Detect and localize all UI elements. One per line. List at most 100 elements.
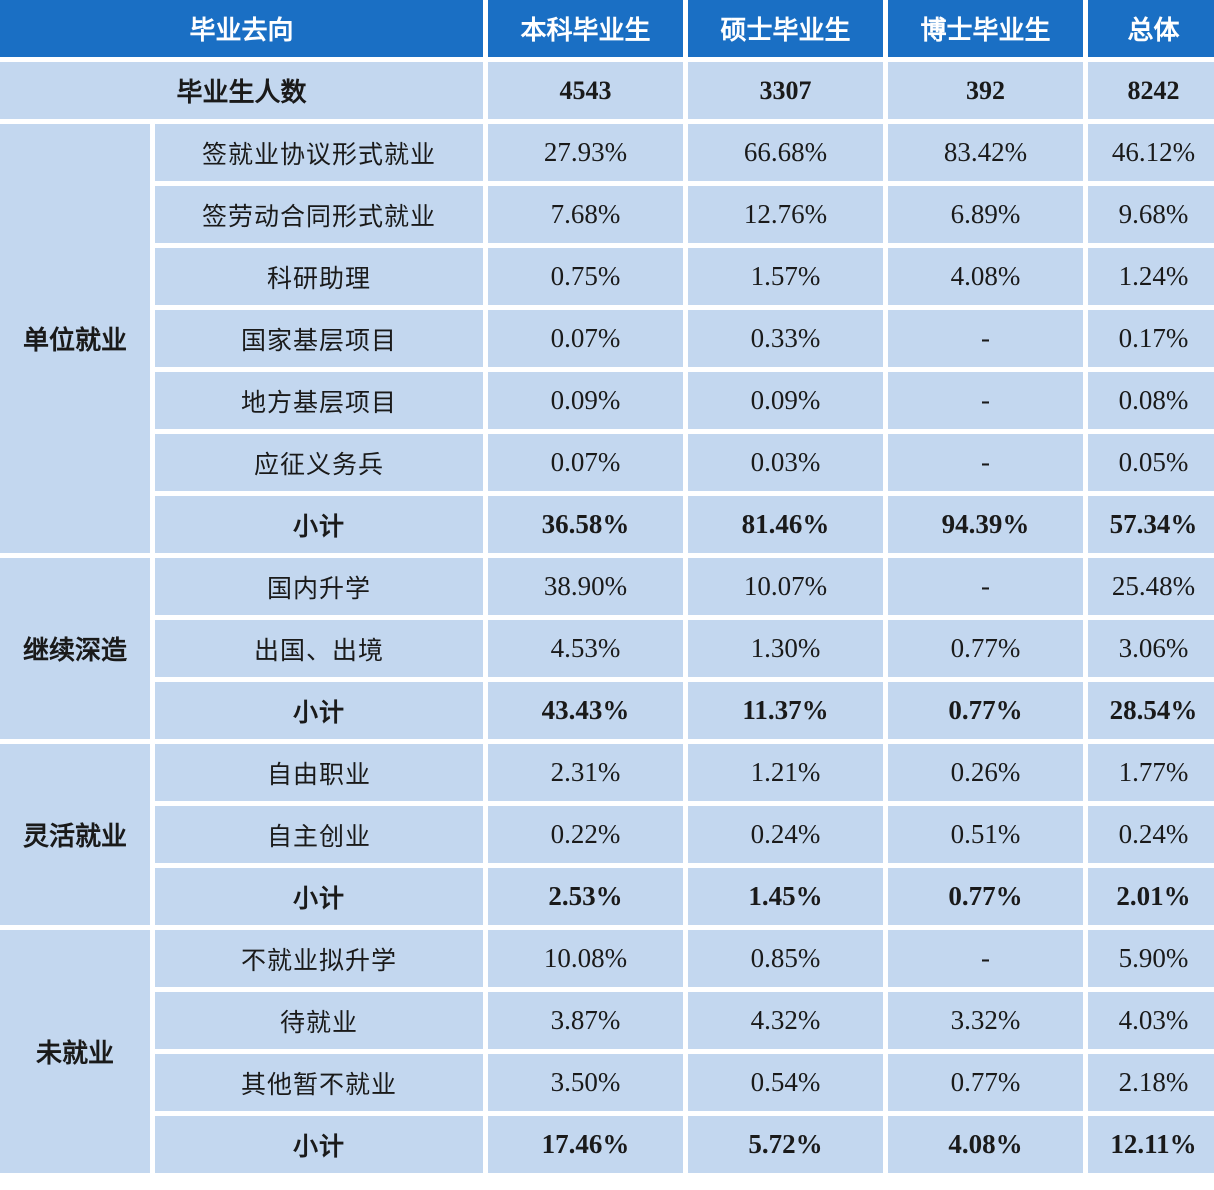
cell-master: 1.30% [688, 620, 884, 677]
cell-bachelor: 4.53% [488, 620, 684, 677]
row-item: 签劳动合同形式就业 [155, 186, 484, 243]
cell-master: 0.03% [688, 434, 884, 491]
cell-doctor: 0.77% [888, 620, 1084, 677]
table-row: 单位就业 签就业协议形式就业 27.93% 66.68% 83.42% 46.1… [0, 124, 1214, 553]
cell-bachelor: 3.50% [488, 1054, 684, 1111]
cell-bachelor: 0.75% [488, 248, 684, 305]
cell-bachelor: 10.08% [488, 930, 684, 987]
cell-bachelor: 2.31% [488, 744, 684, 801]
cell-doctor: - [888, 434, 1084, 491]
subtotal-label: 小计 [155, 1116, 484, 1173]
subtotal-doctor: 0.77% [888, 868, 1084, 925]
row-item: 自主创业 [155, 806, 484, 863]
header-total: 总体 [1088, 0, 1214, 57]
cell-total: 25.48% [1088, 558, 1214, 615]
table-row: 签劳动合同形式就业 7.68% 12.76% 6.89% 9.68% [0, 186, 1214, 243]
cell-doctor: 6.89% [888, 186, 1084, 243]
row-item: 其他暂不就业 [155, 1054, 484, 1111]
subtotal-label: 小计 [155, 868, 484, 925]
header-master: 硕士毕业生 [688, 0, 884, 57]
cell-total: 3.06% [1088, 620, 1214, 677]
subtotal-master: 1.45% [688, 868, 884, 925]
cell-master: 1.57% [688, 248, 884, 305]
cell-total: 1.24% [1088, 248, 1214, 305]
subtotal-total: 2.01% [1088, 868, 1214, 925]
cell-bachelor: 38.90% [488, 558, 684, 615]
graduate-count-label: 毕业生人数 [0, 62, 484, 119]
table-row: 出国、出境 4.53% 1.30% 0.77% 3.06% [0, 620, 1214, 677]
table-row: 应征义务兵 0.07% 0.03% - 0.05% [0, 434, 1214, 491]
row-item: 自由职业 [155, 744, 484, 801]
subtotal-bachelor: 36.58% [488, 496, 684, 553]
table-row: 国家基层项目 0.07% 0.33% - 0.17% [0, 310, 1214, 367]
cell-total: 46.12% [1088, 124, 1214, 181]
cell-bachelor: 0.07% [488, 434, 684, 491]
cell-total: 0.24% [1088, 806, 1214, 863]
cell-doctor: 83.42% [888, 124, 1084, 181]
graduate-count-total: 8242 [1088, 62, 1214, 119]
cell-master: 0.85% [688, 930, 884, 987]
row-item: 不就业拟升学 [155, 930, 484, 987]
cell-total: 0.05% [1088, 434, 1214, 491]
header-row: 毕业去向 本科毕业生 硕士毕业生 博士毕业生 总体 [0, 0, 1214, 57]
table-row: 灵活就业 自由职业 2.31% 1.21% 0.26% 1.77% [0, 744, 1214, 925]
subtotal-doctor: 0.77% [888, 682, 1084, 739]
table-row: 其他暂不就业 3.50% 0.54% 0.77% 2.18% [0, 1054, 1214, 1111]
table-row: 继续深造 国内升学 38.90% 10.07% - 25.48% [0, 558, 1214, 739]
table-row: 自主创业 0.22% 0.24% 0.51% 0.24% [0, 806, 1214, 863]
cell-master: 0.24% [688, 806, 884, 863]
cell-total: 5.90% [1088, 930, 1214, 987]
row-item: 国家基层项目 [155, 310, 484, 367]
row-item: 地方基层项目 [155, 372, 484, 429]
row-item: 签就业协议形式就业 [155, 124, 484, 181]
cell-total: 0.17% [1088, 310, 1214, 367]
graduate-count-row: 毕业生人数 4543 3307 392 8242 [0, 62, 1214, 119]
graduate-count-bachelor: 4543 [488, 62, 684, 119]
subtotal-bachelor: 2.53% [488, 868, 684, 925]
subtotal-row: 小计 2.53% 1.45% 0.77% 2.01% [0, 868, 1214, 925]
group-label-unit-employment: 单位就业 [0, 124, 150, 553]
subtotal-row: 小计 36.58% 81.46% 94.39% 57.34% [0, 496, 1214, 553]
row-item: 待就业 [155, 992, 484, 1049]
cell-bachelor: 27.93% [488, 124, 684, 181]
cell-master: 10.07% [688, 558, 884, 615]
row-item: 科研助理 [155, 248, 484, 305]
cell-doctor: 0.51% [888, 806, 1084, 863]
subtotal-label: 小计 [155, 682, 484, 739]
cell-master: 1.21% [688, 744, 884, 801]
subtotal-label: 小计 [155, 496, 484, 553]
cell-total: 1.77% [1088, 744, 1214, 801]
subtotal-bachelor: 17.46% [488, 1116, 684, 1173]
cell-doctor: - [888, 930, 1084, 987]
graduate-count-doctor: 392 [888, 62, 1084, 119]
cell-total: 0.08% [1088, 372, 1214, 429]
cell-total: 9.68% [1088, 186, 1214, 243]
cell-doctor: 0.77% [888, 1054, 1084, 1111]
table-row: 科研助理 0.75% 1.57% 4.08% 1.24% [0, 248, 1214, 305]
cell-master: 66.68% [688, 124, 884, 181]
cell-doctor: 3.32% [888, 992, 1084, 1049]
subtotal-total: 12.11% [1088, 1116, 1214, 1173]
row-item: 国内升学 [155, 558, 484, 615]
cell-doctor: - [888, 372, 1084, 429]
group-label-further-study: 继续深造 [0, 558, 150, 739]
cell-master: 12.76% [688, 186, 884, 243]
cell-bachelor: 0.22% [488, 806, 684, 863]
cell-bachelor: 7.68% [488, 186, 684, 243]
cell-total: 4.03% [1088, 992, 1214, 1049]
cell-doctor: - [888, 310, 1084, 367]
cell-master: 4.32% [688, 992, 884, 1049]
subtotal-row: 小计 43.43% 11.37% 0.77% 28.54% [0, 682, 1214, 739]
cell-master: 0.54% [688, 1054, 884, 1111]
cell-total: 2.18% [1088, 1054, 1214, 1111]
group-label-flexible-employment: 灵活就业 [0, 744, 150, 925]
cell-bachelor: 0.07% [488, 310, 684, 367]
cell-doctor: 4.08% [888, 248, 1084, 305]
subtotal-master: 11.37% [688, 682, 884, 739]
subtotal-bachelor: 43.43% [488, 682, 684, 739]
group-label-unemployed: 未就业 [0, 930, 150, 1173]
subtotal-master: 5.72% [688, 1116, 884, 1173]
cell-master: 0.09% [688, 372, 884, 429]
table-row: 未就业 不就业拟升学 10.08% 0.85% - 5.90% [0, 930, 1214, 1173]
